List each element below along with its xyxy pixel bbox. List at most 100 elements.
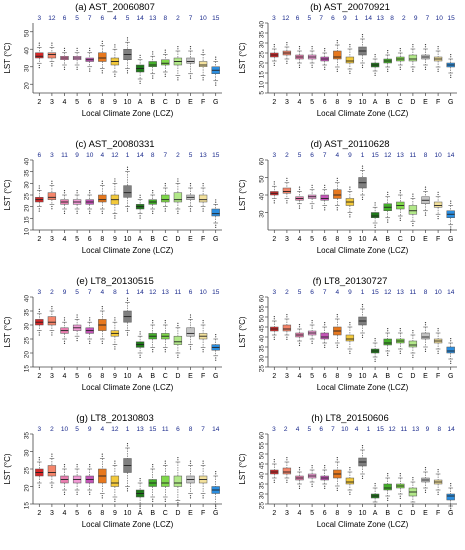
count-label: 5 bbox=[75, 289, 79, 296]
box bbox=[211, 208, 220, 217]
y-tick-label: 25 bbox=[259, 365, 266, 373]
outlier-point bbox=[76, 316, 78, 318]
outlier-point bbox=[311, 66, 313, 68]
outlier-point bbox=[424, 489, 427, 491]
x-tick-label: B bbox=[150, 99, 155, 106]
outlier-point bbox=[139, 82, 141, 84]
y-tick-label: 30 bbox=[24, 64, 31, 72]
count-label: 6 bbox=[176, 426, 180, 433]
count-label: 13 bbox=[377, 15, 385, 22]
x-tick-label: 9 bbox=[348, 236, 352, 243]
y-tick-label: 30 bbox=[259, 210, 266, 218]
outlier-point bbox=[336, 346, 338, 348]
x-tick-label: 4 bbox=[63, 373, 67, 380]
outlier-point bbox=[63, 317, 66, 319]
outlier-point bbox=[324, 344, 326, 346]
count-label: 5 bbox=[75, 15, 79, 22]
outlier-point bbox=[437, 330, 439, 332]
outlier-point bbox=[152, 464, 154, 466]
x-tick-label: D bbox=[175, 373, 180, 380]
count-label: 12 bbox=[282, 15, 290, 22]
outlier-point bbox=[152, 349, 154, 351]
count-label: 11 bbox=[410, 152, 417, 159]
outlier-point bbox=[114, 319, 116, 321]
x-tick-label: C bbox=[398, 510, 403, 517]
outlier-point bbox=[298, 46, 301, 48]
outlier-point bbox=[311, 186, 313, 189]
outlier-point bbox=[336, 457, 338, 459]
x-tick-label: 10 bbox=[359, 510, 367, 517]
box bbox=[383, 483, 392, 491]
outlier-point bbox=[324, 209, 326, 211]
box bbox=[35, 52, 44, 59]
outlier-point bbox=[424, 68, 427, 70]
outlier-point bbox=[38, 334, 40, 336]
box bbox=[47, 465, 57, 477]
outlier-point bbox=[164, 500, 166, 502]
box bbox=[161, 194, 170, 203]
outlier-point bbox=[399, 219, 401, 221]
x-tick-label: 5 bbox=[75, 510, 79, 517]
count-label: 14 bbox=[212, 426, 220, 433]
outlier-point bbox=[387, 221, 389, 223]
outlier-point bbox=[89, 212, 91, 214]
outlier-point bbox=[177, 178, 179, 180]
count-label: 2 bbox=[285, 152, 289, 159]
count-label: 12 bbox=[111, 426, 119, 433]
outlier-point bbox=[273, 181, 275, 183]
outlier-point bbox=[51, 332, 53, 334]
x-tick-label: E bbox=[423, 510, 428, 517]
count-label: 9 bbox=[414, 15, 418, 22]
outlier-point bbox=[63, 491, 66, 493]
outlier-point bbox=[101, 495, 103, 497]
count-label: 13 bbox=[397, 289, 405, 296]
outlier-point bbox=[361, 336, 364, 338]
outlier-point bbox=[324, 66, 326, 68]
x-tick-label: A bbox=[373, 373, 378, 380]
outlier-point bbox=[286, 479, 288, 481]
outlier-point bbox=[399, 497, 401, 499]
outlier-point bbox=[361, 196, 364, 198]
x-tick-label: 5 bbox=[310, 99, 314, 106]
outlier-point bbox=[152, 320, 154, 322]
box bbox=[333, 189, 342, 199]
x-tick-label: B bbox=[385, 373, 390, 380]
outlier-point bbox=[349, 46, 351, 48]
count-label: 5 bbox=[308, 15, 312, 22]
outlier-point bbox=[273, 64, 275, 66]
count-label: 14 bbox=[447, 289, 455, 296]
outlier-point bbox=[450, 338, 452, 340]
count-label: 13 bbox=[136, 426, 144, 433]
outlier-point bbox=[450, 485, 452, 487]
outlier-point bbox=[51, 42, 53, 44]
outlier-point bbox=[139, 354, 141, 356]
y-tick-label: 55 bbox=[259, 305, 266, 313]
count-label: 6 bbox=[296, 15, 300, 22]
count-label: 15 bbox=[447, 15, 455, 22]
outlier-point bbox=[189, 208, 192, 210]
x-tick-label: F bbox=[436, 373, 440, 380]
outlier-point bbox=[164, 498, 166, 500]
outlier-point bbox=[38, 64, 40, 67]
x-tick-label: 9 bbox=[113, 99, 117, 106]
y-tick-label: 40 bbox=[259, 193, 266, 201]
outlier-point bbox=[450, 228, 452, 230]
outlier-point bbox=[202, 349, 204, 351]
outlier-point bbox=[336, 42, 338, 44]
outlier-point bbox=[152, 51, 154, 53]
x-tick-label: 2 bbox=[37, 510, 41, 517]
outlier-point bbox=[38, 308, 40, 310]
outlier-point bbox=[177, 322, 179, 324]
outlier-point bbox=[202, 322, 204, 324]
x-tick-label: G bbox=[213, 99, 218, 106]
outlier-point bbox=[311, 207, 313, 209]
outlier-point bbox=[311, 48, 313, 50]
count-label: 13 bbox=[397, 152, 405, 159]
outlier-point bbox=[412, 225, 414, 227]
x-tick-label: 4 bbox=[298, 99, 302, 106]
outlier-point bbox=[177, 459, 179, 461]
outlier-point bbox=[311, 320, 313, 322]
box bbox=[173, 475, 183, 487]
outlier-point bbox=[215, 359, 217, 361]
